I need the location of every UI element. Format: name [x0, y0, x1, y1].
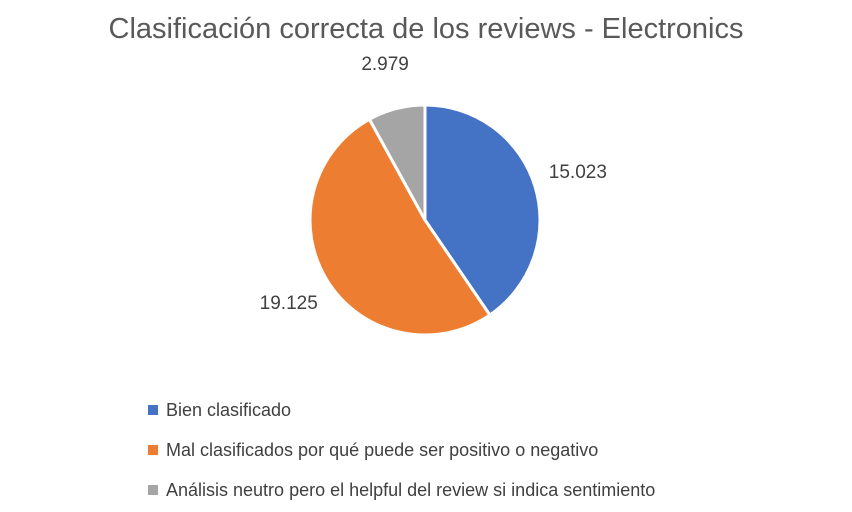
pie-data-labels: 15.023 19.125 2.979 — [260, 54, 607, 314]
slice-mal-clasificados — [308, 117, 492, 337]
legend: Bien clasificado Mal clasificados por qu… — [148, 390, 655, 510]
legend-item-bien-clasificado: Bien clasificado — [148, 390, 655, 430]
pie-slices — [308, 103, 542, 337]
legend-label: Mal clasificados por qué puede ser posit… — [166, 439, 599, 460]
legend-label: Bien clasificado — [166, 399, 292, 420]
slice-analisis-neutro — [367, 103, 427, 222]
legend-item-mal-clasificados: Mal clasificados por qué puede ser posit… — [148, 430, 655, 470]
chart-title: Clasificación correcta de los reviews - … — [108, 13, 744, 45]
data-label-bien-clasificado: 15.023 — [549, 162, 607, 183]
legend-label: Análisis neutro pero el helpful del revi… — [166, 479, 656, 500]
legend-item-analisis-neutro: Análisis neutro pero el helpful del revi… — [148, 470, 655, 510]
legend-swatch — [148, 485, 158, 495]
legend-swatch — [148, 445, 158, 455]
legend-swatch — [148, 405, 158, 415]
slice-bien-clasificado — [423, 103, 542, 317]
data-label-analisis-neutro: 2.979 — [361, 54, 409, 75]
data-label-mal-clasificados: 19.125 — [260, 293, 318, 314]
